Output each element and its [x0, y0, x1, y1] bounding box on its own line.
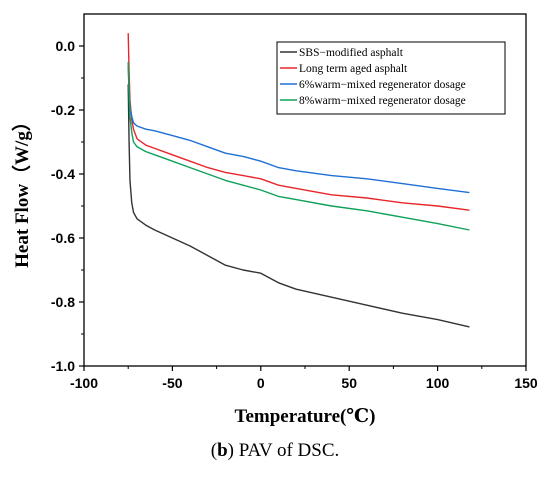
caption-text: PAV of DSC.	[233, 440, 340, 461]
y-tick-label: -0.2	[51, 102, 75, 118]
dsc-chart: -100 -50 0 50 100 1500.0-0.2-0.4-0.6-0.8-1.0 …	[10, 13, 538, 427]
x-tick-label: 50	[341, 375, 357, 391]
legend-label: SBS−modified asphalt	[299, 47, 404, 59]
series-line-3	[127, 65, 470, 194]
y-tick-label: -0.6	[51, 230, 75, 246]
x-tick-label: 100	[426, 375, 450, 391]
x-tick-label: -100	[70, 375, 98, 391]
series-line-2	[127, 33, 470, 211]
series-line-4	[127, 61, 470, 231]
x-tick-label: 0	[257, 375, 265, 391]
series-line-1	[127, 84, 470, 328]
y-tick-label: -0.4	[51, 166, 75, 182]
caption-label: b	[217, 440, 228, 461]
legend-label: 6%warm−mixed regenerator dosage	[299, 79, 466, 91]
legend-box	[276, 41, 506, 115]
chart-axes: -100 -50 0 50 100 150 0.0 -0.2 -0.4 -0.6 -0.8 -1.0	[51, 13, 538, 391]
legend-label: 8%warm−mixed regenerator dosage	[299, 95, 466, 107]
legend-label: Long term aged asphalt	[299, 63, 408, 75]
y-tick-label: 0.0	[56, 38, 76, 54]
x-axis-title: Temperature(℃)	[235, 406, 376, 427]
x-tick-label: 150	[514, 375, 538, 391]
y-tick-label: -0.8	[51, 294, 75, 310]
chart-legend: SBS−modified asphalt Long term aged aspha…	[276, 41, 506, 115]
y-tick-label: -1.0	[51, 358, 75, 374]
y-axis-title: Heat Flow（W/g）	[10, 112, 33, 268]
chart-series	[127, 33, 470, 328]
figure-caption: (b) PAV of DSC.	[210, 440, 340, 461]
x-tick-label: -50	[162, 375, 182, 391]
